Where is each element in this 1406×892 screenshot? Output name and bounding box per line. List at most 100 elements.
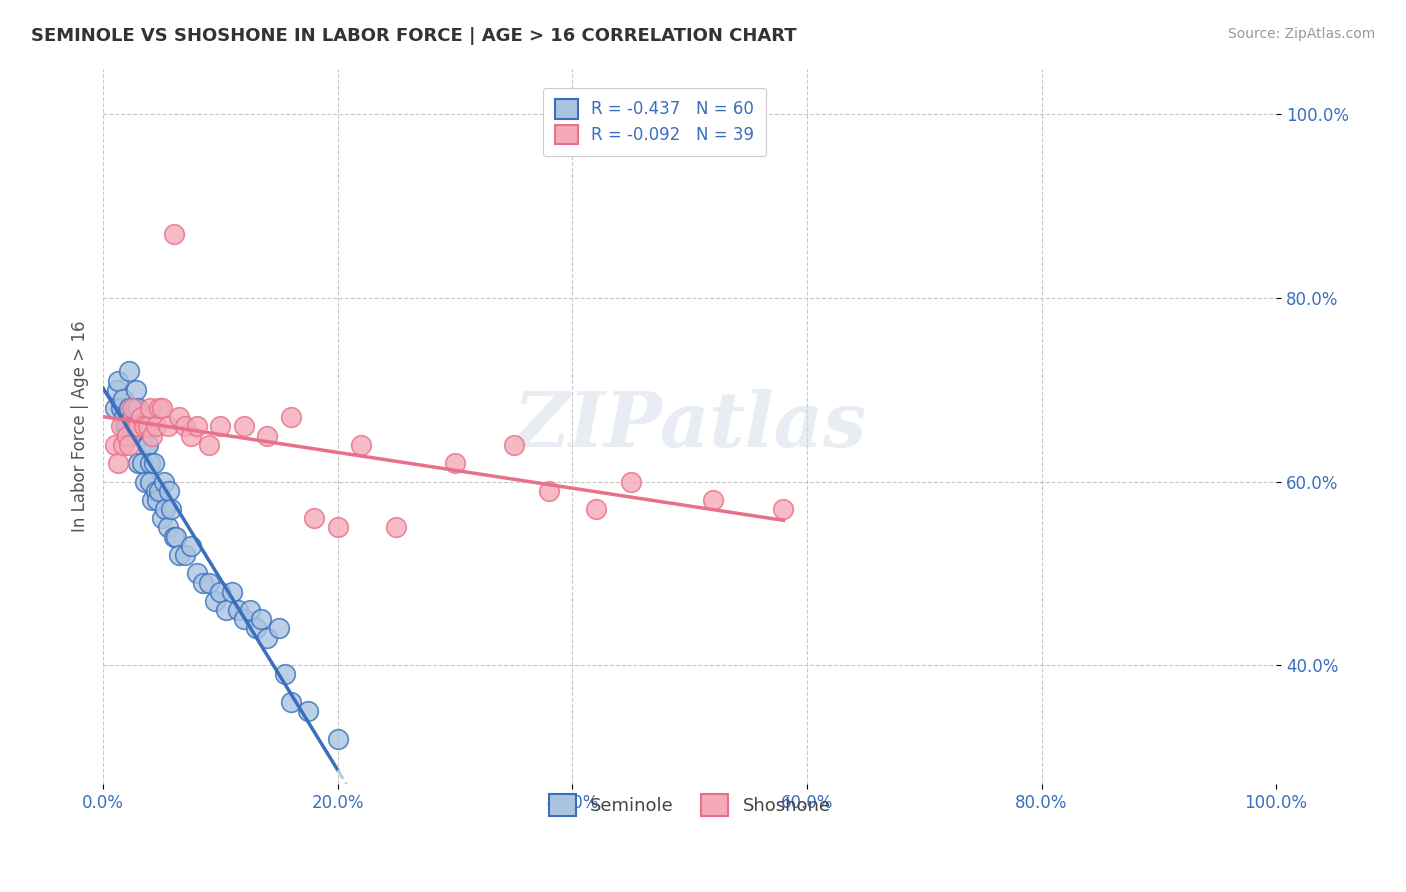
Point	[104, 438, 127, 452]
Point	[239, 603, 262, 617]
Point	[129, 410, 152, 425]
Point	[280, 695, 302, 709]
Point	[160, 502, 183, 516]
Point	[121, 401, 143, 416]
Point	[120, 428, 142, 442]
Point	[620, 475, 643, 489]
Point	[232, 419, 254, 434]
Point	[304, 511, 326, 525]
Point	[107, 374, 129, 388]
Point	[155, 502, 177, 516]
Point	[174, 419, 197, 434]
Point	[153, 475, 176, 489]
Point	[274, 667, 297, 681]
Point	[118, 438, 141, 452]
Point	[115, 419, 138, 434]
Point	[169, 410, 191, 425]
Point	[256, 631, 278, 645]
Point	[110, 401, 132, 416]
Point	[162, 530, 184, 544]
Point	[174, 548, 197, 562]
Point	[186, 419, 208, 434]
Point	[444, 456, 467, 470]
Point	[110, 419, 132, 434]
Point	[141, 428, 163, 442]
Point	[215, 603, 238, 617]
Point	[245, 621, 267, 635]
Point	[134, 475, 156, 489]
Point	[124, 401, 146, 416]
Point	[131, 456, 153, 470]
Point	[702, 492, 724, 507]
Point	[125, 383, 148, 397]
Point	[186, 566, 208, 581]
Point	[156, 520, 179, 534]
Point	[148, 483, 170, 498]
Text: Source: ZipAtlas.com: Source: ZipAtlas.com	[1227, 27, 1375, 41]
Point	[146, 492, 169, 507]
Point	[180, 539, 202, 553]
Point	[105, 383, 128, 397]
Point	[385, 520, 408, 534]
Point	[162, 227, 184, 241]
Point	[135, 438, 157, 452]
Point	[267, 621, 290, 635]
Point	[180, 428, 202, 442]
Point	[191, 575, 214, 590]
Point	[145, 419, 167, 434]
Point	[139, 401, 162, 416]
Point	[142, 456, 165, 470]
Point	[772, 502, 794, 516]
Point	[112, 438, 135, 452]
Point	[165, 530, 187, 544]
Point	[204, 594, 226, 608]
Point	[256, 428, 278, 442]
Point	[104, 401, 127, 416]
Point	[139, 475, 162, 489]
Point	[169, 548, 191, 562]
Point	[136, 438, 159, 452]
Point	[115, 428, 138, 442]
Point	[127, 401, 149, 416]
Point	[127, 456, 149, 470]
Point	[221, 584, 243, 599]
Point	[107, 456, 129, 470]
Point	[134, 419, 156, 434]
Y-axis label: In Labor Force | Age > 16: In Labor Force | Age > 16	[72, 321, 89, 533]
Point	[112, 410, 135, 425]
Point	[125, 419, 148, 434]
Point	[141, 492, 163, 507]
Point	[250, 612, 273, 626]
Point	[157, 483, 180, 498]
Point	[502, 438, 524, 452]
Point	[280, 410, 302, 425]
Point	[232, 612, 254, 626]
Point	[150, 511, 173, 525]
Point	[139, 456, 162, 470]
Point	[326, 731, 349, 746]
Legend: Seminole, Shoshone: Seminole, Shoshone	[540, 786, 839, 825]
Point	[136, 419, 159, 434]
Point	[350, 438, 373, 452]
Point	[148, 401, 170, 416]
Point	[118, 364, 141, 378]
Point	[112, 392, 135, 406]
Point	[297, 704, 319, 718]
Point	[585, 502, 607, 516]
Point	[209, 584, 232, 599]
Point	[150, 401, 173, 416]
Text: ZIPatlas: ZIPatlas	[513, 390, 866, 464]
Point	[209, 419, 232, 434]
Point	[537, 483, 560, 498]
Point	[197, 438, 219, 452]
Point	[129, 428, 152, 442]
Point	[118, 401, 141, 416]
Point	[145, 483, 167, 498]
Point	[156, 419, 179, 434]
Point	[134, 419, 156, 434]
Point	[122, 419, 145, 434]
Point	[226, 603, 249, 617]
Text: SEMINOLE VS SHOSHONE IN LABOR FORCE | AGE > 16 CORRELATION CHART: SEMINOLE VS SHOSHONE IN LABOR FORCE | AG…	[31, 27, 797, 45]
Point	[114, 419, 136, 434]
Point	[326, 520, 349, 534]
